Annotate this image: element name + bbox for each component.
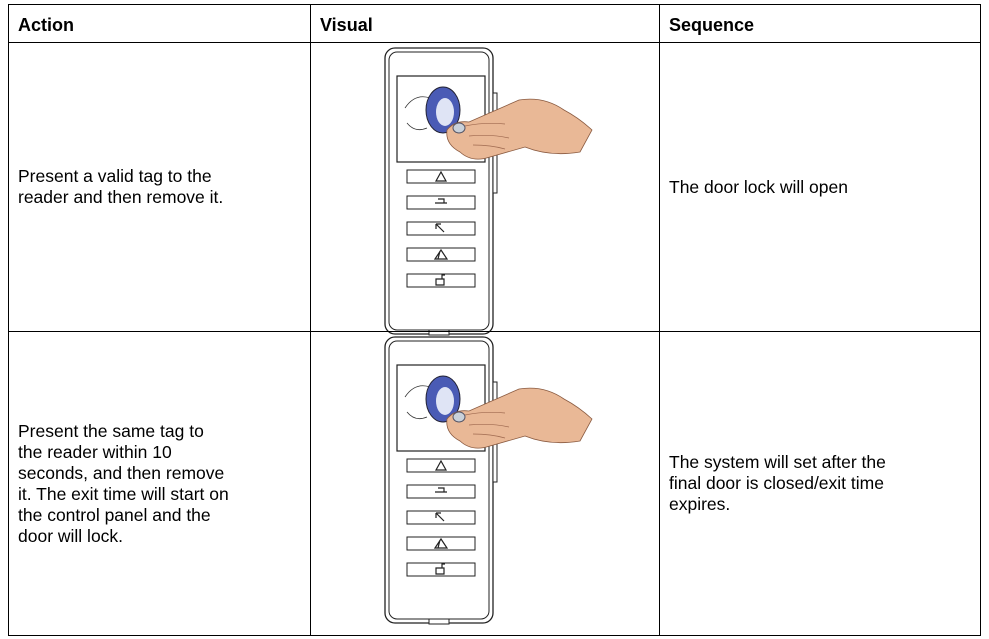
text-line: it. The exit time will start on — [18, 483, 229, 504]
text-line: final door is closed/exit time — [669, 473, 884, 493]
text-line: door will lock. — [18, 525, 124, 546]
text-line: The system will set after the — [669, 452, 886, 472]
text-line: Present the same tag to — [18, 420, 204, 441]
text-line: reader and then remove it. — [18, 187, 224, 207]
action-cell: Present a valid tag to the reader and the… — [8, 42, 311, 332]
reader-illustration — [384, 47, 593, 336]
visual-cell — [310, 42, 660, 336]
text-line: the reader within 10 — [18, 441, 172, 462]
visual-cell — [310, 331, 660, 636]
header-cell: Sequence — [659, 4, 981, 43]
text-line: The door lock will open — [669, 176, 848, 197]
header-text: Sequence — [669, 15, 755, 35]
header-cell: Visual — [310, 4, 660, 43]
text-line: Present a valid tag to the — [18, 166, 212, 186]
text-line: seconds, and then remove — [18, 462, 225, 483]
reader-illustration — [384, 336, 593, 625]
text-line: the control panel and the — [18, 504, 211, 525]
header-text: Action — [18, 15, 74, 35]
header-text: Visual — [320, 15, 373, 35]
sequence-cell: The door lock will open — [659, 42, 981, 332]
header-cell: Action — [8, 4, 311, 43]
action-cell: Present the same tag to the reader within… — [8, 331, 311, 636]
text-line: expires. — [669, 494, 731, 514]
sequence-cell: The system will set after the final door … — [659, 331, 981, 636]
